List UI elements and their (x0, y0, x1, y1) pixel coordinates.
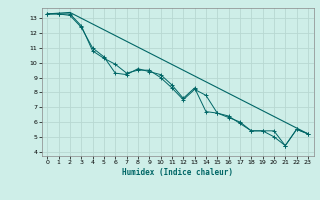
X-axis label: Humidex (Indice chaleur): Humidex (Indice chaleur) (122, 168, 233, 177)
